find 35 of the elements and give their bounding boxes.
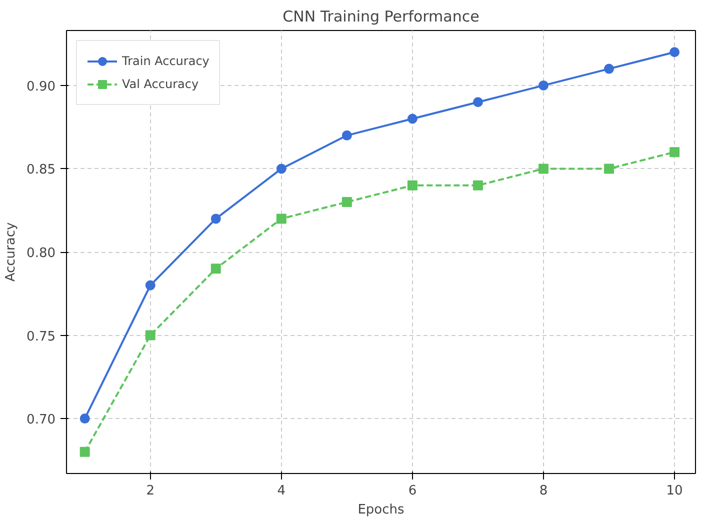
point (342, 130, 352, 140)
x-tick-label: 4 (277, 484, 286, 498)
y-axis-title: Accuracy (4, 222, 19, 282)
point (407, 114, 418, 124)
point (472, 180, 483, 190)
legend-label: Val Accuracy (122, 77, 199, 91)
point (276, 164, 286, 174)
y-tick-label: 0.75 (26, 329, 56, 344)
y-tick-label: 0.70 (26, 412, 56, 428)
x-axis-title: Epochs (358, 502, 405, 518)
chart-title: CNN Training Performance (282, 8, 480, 26)
y-tick-label: 0.90 (26, 79, 56, 94)
point (670, 47, 680, 58)
legend-label: Train Accuracy (122, 54, 210, 68)
point (210, 214, 221, 224)
point (276, 214, 286, 224)
x-tick-label: 2 (146, 484, 155, 498)
x-tick-label: 6 (408, 484, 417, 498)
x-tick-label: 8 (539, 484, 548, 498)
point (604, 164, 614, 174)
point (407, 180, 418, 190)
x-tick-label: 10 (666, 484, 683, 498)
point (145, 280, 156, 290)
point (604, 64, 614, 74)
point (210, 264, 221, 274)
point (80, 414, 90, 424)
point (80, 446, 90, 457)
point (670, 147, 680, 158)
y-tick-label: 0.85 (26, 162, 56, 178)
point (538, 164, 548, 174)
point (538, 80, 548, 90)
y-tick-label: 0.80 (26, 246, 56, 261)
point (145, 330, 156, 340)
point (472, 97, 483, 108)
point (342, 197, 352, 208)
